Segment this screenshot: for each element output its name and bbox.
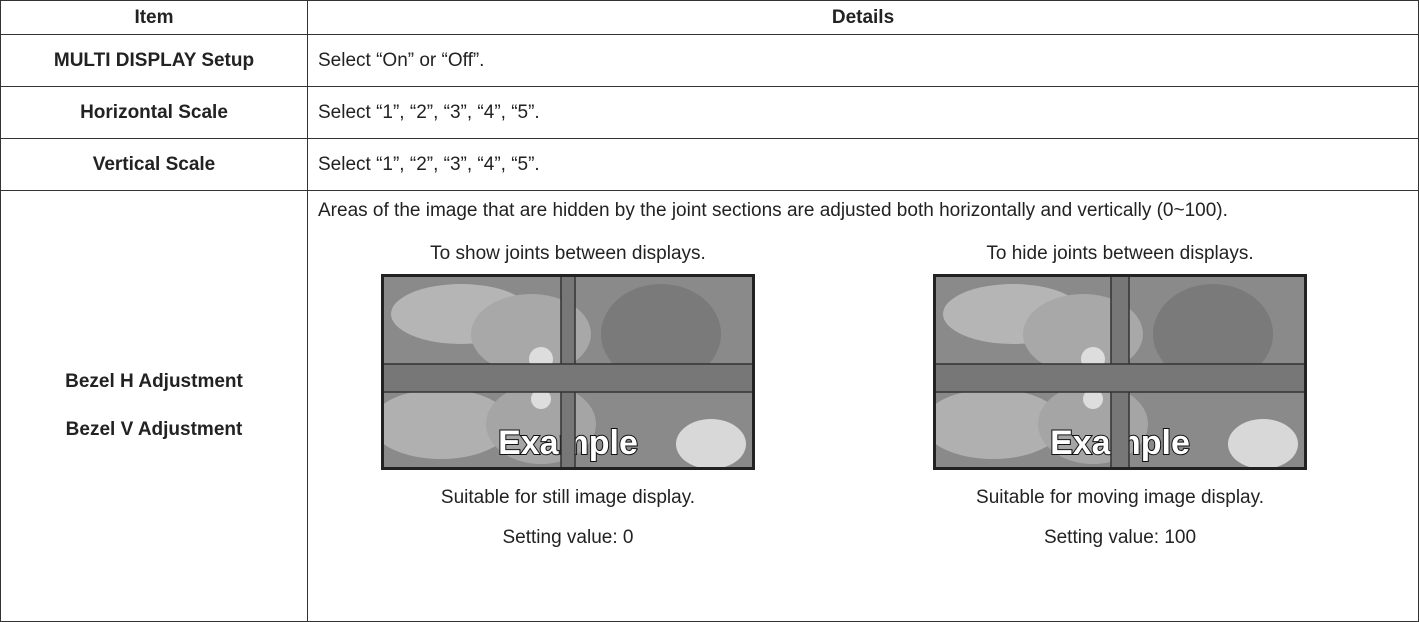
petal xyxy=(1228,419,1298,469)
caption-top: To show joints between displays. xyxy=(430,243,706,264)
example-image: Example xyxy=(933,274,1307,470)
frame xyxy=(381,274,755,470)
petal xyxy=(381,389,511,459)
flower-center xyxy=(1083,389,1103,409)
figure: To hide joints between displays. Example S… xyxy=(850,234,1390,558)
joint-horizontal xyxy=(381,363,755,393)
details: Select “1”, “2”, “3”, “4”, “5”. xyxy=(307,138,1419,191)
bezel-items: Bezel H Adjustment Bezel V Adjustment xyxy=(0,190,308,622)
petal xyxy=(1153,284,1273,384)
caption: Suitable for moving image display. xyxy=(976,487,1264,508)
figure: To show joints between displays. Example S… xyxy=(298,234,838,558)
setting: Setting value: 0 xyxy=(502,527,634,548)
header-item: Item xyxy=(0,0,308,35)
petal xyxy=(676,419,746,469)
item: MULTI DISPLAY Setup xyxy=(0,34,308,87)
figures: To show joints between displays. Example S… xyxy=(318,234,1408,558)
example-image: Example xyxy=(381,274,755,470)
flower-center xyxy=(531,389,551,409)
row: Horizontal Scale Select “1”, “2”, “3”, “… xyxy=(0,86,1419,139)
item: Vertical Scale xyxy=(0,138,308,191)
item: Bezel V Adjustment xyxy=(65,419,243,440)
petal xyxy=(601,284,721,384)
joint-horizontal xyxy=(933,363,1307,393)
row: MULTI DISPLAY Setup Select “On” or “Off”… xyxy=(0,34,1419,87)
details: Select “On” or “Off”. xyxy=(307,34,1419,87)
item: Bezel H Adjustment xyxy=(65,371,243,392)
caption: Suitable for still image display. xyxy=(440,487,696,508)
header-details: Details xyxy=(307,0,1419,35)
bezel-row: Bezel H Adjustment Bezel V Adjustment Ar… xyxy=(0,190,1419,622)
item: Horizontal Scale xyxy=(0,86,308,139)
setting: Setting value: 100 xyxy=(1043,527,1197,548)
row: Vertical Scale Select “1”, “2”, “3”, “4”… xyxy=(0,138,1419,191)
details: Select “1”, “2”, “3”, “4”, “5”. xyxy=(307,86,1419,139)
petal xyxy=(933,389,1063,459)
frame xyxy=(933,274,1307,470)
caption-top: To hide joints between displays. xyxy=(986,243,1254,264)
header-row: Item Details xyxy=(0,0,1419,35)
description: Areas of the image that are hidden by th… xyxy=(318,200,1228,221)
bezel-details: Areas of the image that are hidden by th… xyxy=(307,190,1419,622)
